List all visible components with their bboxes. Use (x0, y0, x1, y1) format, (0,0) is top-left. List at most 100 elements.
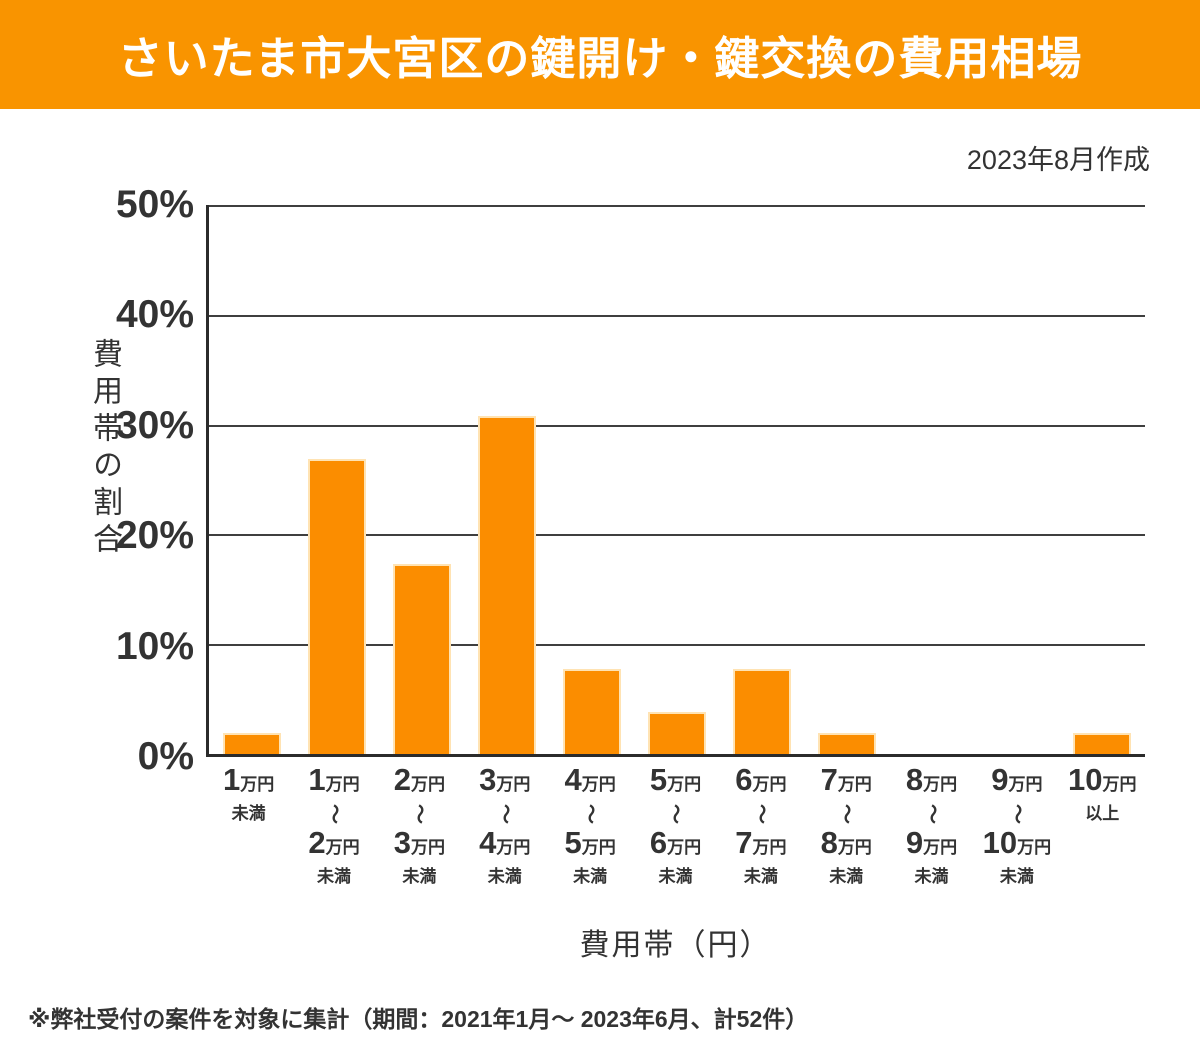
chart-title: さいたま市大宮区の鍵開け・鍵交換の費用相場 (117, 33, 1083, 84)
range-qualifier: 未満 (658, 867, 693, 886)
range-amount-unit: 万円 (1017, 838, 1052, 857)
range-qualifier: 未満 (317, 867, 352, 886)
x-tick-labels: 1万円 未満 1万円〜 2万円 未満 2万円〜 3万円 未満 3万円〜 4万円 未満 4万円〜 5万円未… (206, 763, 1145, 888)
range-amount: 5万円 (547, 826, 632, 865)
y-tick-label: 10% (115, 624, 194, 668)
x-tick-label: 1万円未満 (206, 763, 291, 888)
range-qualifier: 未満 (231, 804, 266, 823)
range-amount-unit: 万円 (581, 775, 616, 794)
bar-slot (549, 205, 634, 754)
range-tilde: 〜 (377, 802, 462, 826)
range-amount: 4万円 (462, 826, 547, 865)
range-amount: 10万円 (1060, 763, 1145, 802)
y-tick-label: 20% (115, 514, 194, 558)
bar (562, 669, 621, 754)
x-tick-label: 2万円〜 3万円 未満 (377, 763, 462, 888)
y-axis-title: 費用帯の割合 (88, 338, 121, 560)
range-tilde-glyph: 〜 (493, 804, 516, 824)
x-tick-label: 5万円〜 6万円 未満 (633, 763, 718, 888)
range-amount-unit: 万円 (1008, 775, 1043, 794)
bar-slot (379, 205, 464, 754)
range-tilde-glyph: 〜 (579, 804, 602, 824)
range-qualifier: 以上 (1085, 804, 1120, 823)
range-amount-unit: 万円 (411, 838, 446, 857)
y-tick-label: 30% (115, 403, 194, 447)
range-qualifier: 未満 (829, 867, 864, 886)
x-tick-label: 1万円〜 2万円 未満 (291, 763, 376, 888)
x-tick-label: 3万円〜 4万円 未満 (462, 763, 547, 888)
range-tilde-glyph: 〜 (323, 804, 346, 824)
bar (222, 733, 281, 754)
gridline (209, 644, 1145, 647)
range-tilde: 〜 (462, 802, 547, 826)
range-amount-number: 5 (564, 825, 582, 860)
range-tilde: 〜 (718, 802, 803, 826)
range-amount-unit: 万円 (667, 775, 702, 794)
range-amount-number: 8 (820, 825, 838, 860)
range-amount: 8万円 (889, 763, 974, 802)
bar (392, 564, 451, 754)
range-amount-number: 6 (735, 762, 753, 797)
creation-date: 2023年8月作成 (966, 145, 1150, 175)
range-amount-unit: 万円 (496, 838, 531, 857)
range-amount-number: 7 (820, 762, 838, 797)
plot-area (206, 205, 1145, 757)
range-tilde: 〜 (974, 802, 1059, 826)
range-tilde-glyph: 〜 (664, 804, 687, 824)
range-amount-unit: 万円 (837, 838, 872, 857)
range-amount-number: 1 (223, 762, 241, 797)
range-tilde-glyph: 〜 (835, 804, 858, 824)
range-amount-number: 6 (649, 825, 668, 860)
range-amount-unit: 万円 (411, 775, 446, 794)
range-qualifier: 未満 (487, 867, 522, 886)
range-qualifier: 未満 (914, 867, 949, 886)
range-tilde-glyph: 〜 (1005, 804, 1028, 824)
range-amount: 2万円 (291, 826, 376, 865)
range-amount-number: 4 (479, 825, 497, 860)
range-qualifier: 未満 (999, 867, 1034, 886)
range-amount-number: 3 (479, 762, 497, 797)
bar-slot (294, 205, 379, 754)
range-tilde-glyph: 〜 (408, 804, 431, 824)
range-amount-number: 3 (393, 825, 412, 860)
range-tilde: 〜 (291, 802, 376, 826)
range-amount-number: 9 (905, 825, 924, 860)
bar (648, 712, 707, 754)
footnote: ※弊社受付の案件を対象に集計（期間：2021年1月〜 2023年6月、計52件） (28, 1006, 809, 1032)
range-amount-unit: 万円 (325, 775, 360, 794)
range-amount: 1万円 (206, 763, 291, 802)
range-tilde: 〜 (633, 802, 718, 826)
range-amount: 5万円 (633, 763, 718, 802)
x-axis-title: 費用帯（円） (579, 929, 772, 962)
bar-slot (890, 205, 975, 754)
range-amount-unit: 万円 (496, 775, 531, 794)
bar (733, 669, 792, 754)
range-amount: 10万円 (974, 826, 1059, 865)
range-amount-number: 2 (393, 762, 412, 797)
range-amount-number: 10 (982, 825, 1018, 860)
range-amount-unit: 万円 (325, 838, 360, 857)
x-tick-label: 8万円〜 9万円 未満 (889, 763, 974, 888)
bar (1073, 733, 1132, 754)
title-banner: さいたま市大宮区の鍵開け・鍵交換の費用相場 (0, 0, 1200, 109)
range-amount-unit: 万円 (240, 775, 275, 794)
bar (307, 458, 366, 754)
bar-slot (975, 205, 1060, 754)
range-amount-number: 7 (735, 825, 753, 860)
gridline (209, 424, 1145, 427)
bar-slot (720, 205, 805, 754)
bar (818, 733, 877, 754)
range-amount-number: 8 (905, 762, 924, 797)
x-tick-label: 7万円〜 8万円 未満 (804, 763, 889, 888)
x-tick-label: 10万円以上 (1060, 763, 1145, 888)
range-amount: 8万円 (804, 826, 889, 865)
range-amount-number: 1 (308, 762, 326, 797)
range-amount: 2万円 (377, 763, 462, 802)
range-amount-unit: 万円 (837, 775, 872, 794)
bar-slot (1060, 205, 1145, 754)
range-amount: 6万円 (633, 826, 718, 865)
bar-slot (464, 205, 549, 754)
range-qualifier: 未満 (743, 867, 778, 886)
range-amount-number: 4 (564, 762, 582, 797)
